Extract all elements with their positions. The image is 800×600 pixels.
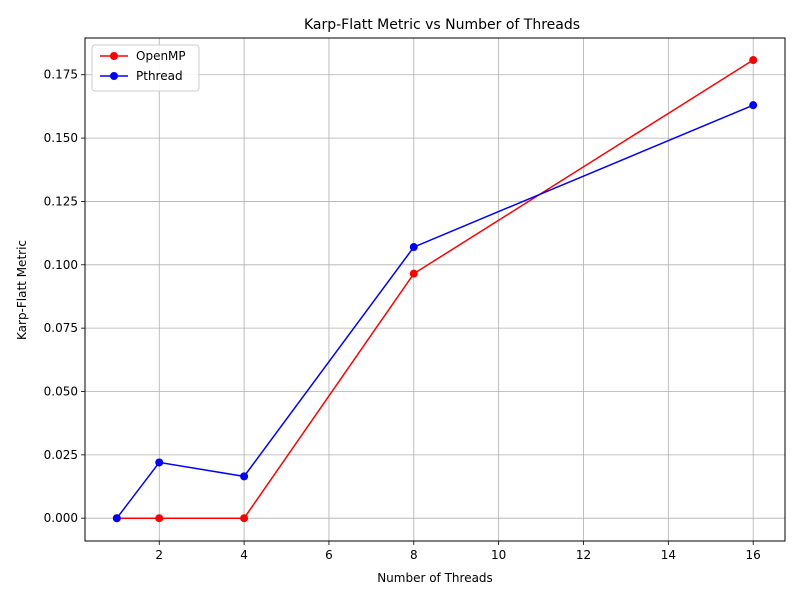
data-point-pthread — [240, 472, 249, 481]
data-point-pthread — [112, 514, 121, 523]
x-tick-label: 6 — [325, 548, 333, 562]
series-line-openmp — [116, 59, 754, 519]
y-tick-label: 0.100 — [44, 258, 78, 272]
y-tick-label: 0.050 — [44, 384, 78, 398]
data-point-openmp — [749, 56, 758, 65]
x-axis-ticks: 2 4 6 8 10 12 14 16 — [155, 541, 761, 562]
data-point-openmp — [409, 269, 418, 278]
y-tick-label: 0.075 — [44, 321, 78, 335]
y-tick-label: 0.025 — [44, 448, 78, 462]
data-point-pthread — [749, 101, 758, 110]
y-axis-ticks: 0.000 0.025 0.050 0.075 0.100 0.125 0.150 0.175 — [44, 68, 85, 525]
legend-marker-pthread — [110, 72, 118, 80]
x-tick-label: 2 — [155, 548, 163, 562]
data-point-pthread — [409, 243, 418, 252]
series-line-pthread — [116, 104, 754, 519]
legend: OpenMP Pthread — [91, 44, 200, 92]
data-point-openmp — [240, 514, 249, 523]
legend-label-pthread: Pthread — [136, 69, 183, 83]
legend-label-openmp: OpenMP — [136, 49, 186, 63]
chart-title: Karp-Flatt Metric vs Number of Threads — [304, 17, 580, 33]
plot-frame — [84, 37, 786, 542]
x-tick-label: 4 — [240, 548, 248, 562]
y-tick-label: 0.000 — [44, 511, 78, 525]
series-layer — [112, 56, 758, 523]
data-point-pthread — [155, 458, 164, 467]
x-tick-label: 14 — [661, 548, 676, 562]
x-tick-label: 10 — [491, 548, 506, 562]
x-axis-label: Number of Threads — [377, 571, 493, 585]
y-tick-label: 0.125 — [44, 194, 78, 208]
y-axis-label: Karp-Flatt Metric — [15, 240, 29, 340]
grid-lines — [85, 38, 785, 541]
x-tick-label: 16 — [746, 548, 761, 562]
data-point-openmp — [155, 514, 164, 523]
legend-marker-openmp — [110, 52, 118, 60]
y-tick-label: 0.150 — [44, 131, 78, 145]
x-tick-label: 12 — [576, 548, 591, 562]
x-tick-label: 8 — [410, 548, 418, 562]
y-tick-label: 0.175 — [44, 68, 78, 82]
